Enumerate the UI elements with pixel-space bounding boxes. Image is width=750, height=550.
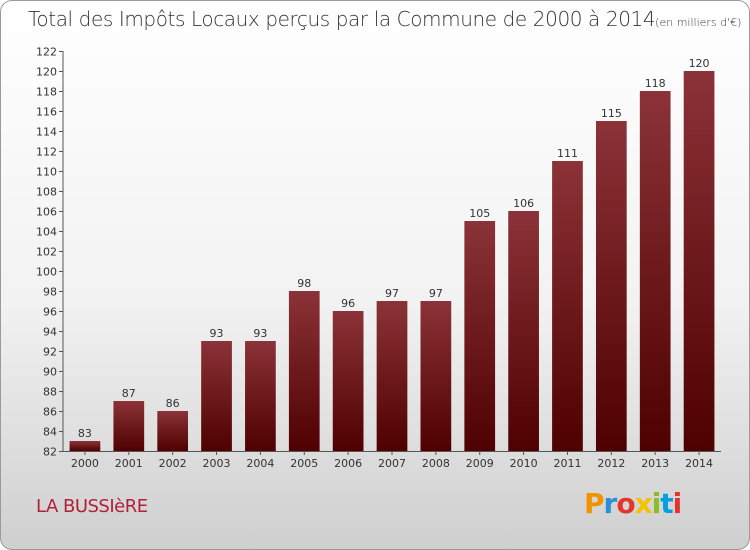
bar-2012 [595,121,627,451]
bar-2011 [552,161,583,451]
logo-letter: i [672,487,683,520]
x-tick-label-2001: 2001 [115,457,143,470]
bar-2014 [683,71,715,451]
x-tick-label-2000: 2000 [71,457,99,470]
value-label-2008: 97 [429,287,443,300]
x-tick-label-2008: 2008 [422,457,450,470]
logo-letter: o [616,487,635,520]
value-label-2005: 98 [297,277,311,290]
logo-letter: i [651,487,662,520]
value-labels: 83 87 86 93 93 98 96 97 97 105 106 111 115 118 120 [78,57,710,440]
value-label-2002: 86 [166,397,180,410]
bar-2008 [420,301,452,451]
proxiti-logo: Proxiti [584,487,683,520]
x-tick-label-2002: 2002 [159,457,187,470]
value-label-2011: 111 [557,147,578,160]
bar-2001 [113,401,145,451]
value-label-2000: 83 [78,427,92,440]
value-label-2013: 118 [645,77,666,90]
bar-2009 [464,221,496,451]
y-axis: 82 84 86 88 90 92 94 96 98 100 102 104 106 108 110 112 1… [36,46,64,459]
y-tick-label: 112 [36,146,57,159]
commune-name: LA BUSSIèRE [36,496,148,517]
x-tick-label-2012: 2012 [597,457,625,470]
logo-letter: x [634,487,653,520]
value-label-2007: 97 [385,287,399,300]
y-tick-label: 84 [43,426,57,439]
chart-title-text: Total des Impôts Locaux perçus par la Co… [28,7,656,31]
y-tick-label: 102 [36,246,57,259]
y-tick-label: 94 [43,326,57,339]
x-tick-label-2006: 2006 [334,457,362,470]
y-tick-label: 98 [43,286,57,299]
y-tick-label: 106 [36,206,57,219]
value-label-2010: 106 [513,197,534,210]
bar-2004 [245,341,276,451]
bar-2005 [288,291,320,451]
x-axis: 2000 2001 2002 2003 2004 2005 2006 2007 2008 2009… [63,451,721,470]
value-label-2014: 120 [689,57,710,70]
y-tick-label: 114 [36,126,57,139]
x-tick-label-2010: 2010 [510,457,538,470]
y-tick-label: 118 [36,86,57,99]
bars [69,71,715,451]
x-tick-label-2007: 2007 [378,457,406,470]
y-tick-label: 82 [43,446,57,459]
bar-2010 [508,211,539,451]
y-tick-label: 92 [43,346,57,359]
y-tick-label: 108 [36,186,57,199]
value-label-2001: 87 [122,387,136,400]
logo-letter: r [603,487,618,520]
bar-2003 [201,341,232,451]
y-tick-label: 90 [43,366,57,379]
y-tick-label: 120 [36,66,57,79]
y-tick-label: 100 [36,266,57,279]
y-tick-label: 116 [36,106,57,119]
value-label-2012: 115 [601,107,622,120]
value-label-2003: 93 [210,327,224,340]
x-tick-label-2009: 2009 [466,457,494,470]
bar-2013 [639,91,671,451]
x-tick-label-2014: 2014 [685,457,713,470]
x-tick-label-2005: 2005 [290,457,318,470]
y-tick-label: 104 [36,226,57,239]
logo-letter: t [660,487,673,520]
chart-title: Total des Impôts Locaux perçus par la Co… [28,7,741,31]
x-tick-label-2011: 2011 [553,457,581,470]
value-label-2006: 96 [341,297,355,310]
chart-title-unit: (en milliers d'€) [655,16,742,29]
y-tick-label: 96 [43,306,57,319]
y-tick-label: 86 [43,406,57,419]
y-tick-label: 122 [36,46,57,59]
bar-2007 [376,301,408,451]
y-tick-label: 88 [43,386,57,399]
logo-letter: P [584,487,605,520]
x-tick-label-2013: 2013 [641,457,669,470]
value-label-2004: 93 [253,327,267,340]
value-label-2009: 105 [469,207,490,220]
x-tick-label-2003: 2003 [203,457,231,470]
bar-2000 [69,441,101,451]
x-tick-label-2004: 2004 [246,457,274,470]
y-tick-label: 110 [36,166,57,179]
bar-2002 [157,411,189,451]
bar-2006 [332,311,364,451]
